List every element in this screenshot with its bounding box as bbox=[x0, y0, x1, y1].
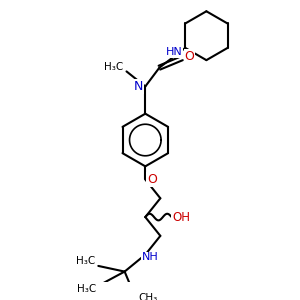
Text: HN: HN bbox=[166, 47, 183, 57]
Text: N: N bbox=[134, 80, 143, 93]
Text: OH: OH bbox=[172, 211, 190, 224]
Text: H₃C: H₃C bbox=[104, 62, 123, 72]
Text: CH₃: CH₃ bbox=[139, 293, 158, 300]
Text: H₃C: H₃C bbox=[77, 284, 97, 294]
Text: H₃C: H₃C bbox=[76, 256, 95, 266]
Text: O: O bbox=[184, 50, 194, 63]
Text: NH: NH bbox=[142, 253, 158, 262]
Text: O: O bbox=[147, 173, 157, 186]
